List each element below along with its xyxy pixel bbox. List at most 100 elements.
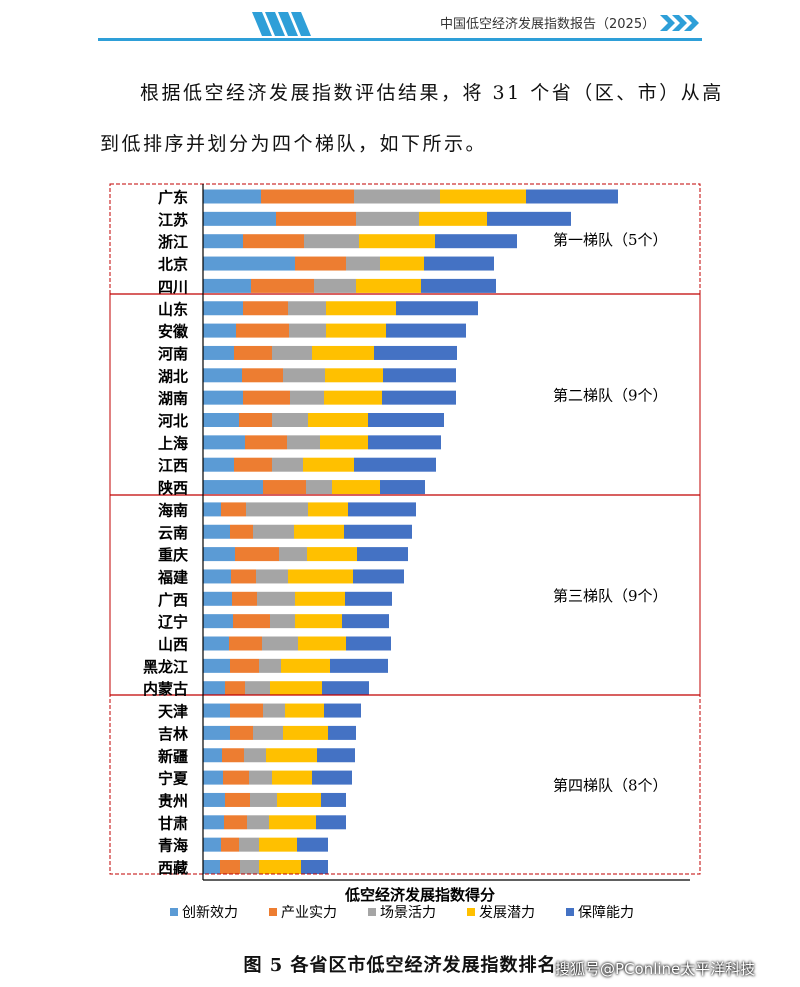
category-label: 陕西	[158, 479, 188, 497]
bar-内蒙古-场景活力	[245, 681, 270, 696]
bar-安徽-产业实力	[236, 323, 289, 338]
bar-内蒙古-创新效力	[203, 681, 225, 696]
category-label: 广东	[158, 189, 188, 207]
bar-广西-场景活力	[257, 591, 295, 606]
category-label: 天津	[158, 703, 188, 721]
bar-西藏-保障能力	[301, 860, 328, 874]
bar-四川-创新效力	[203, 278, 251, 293]
bar-安徽-场景活力	[289, 323, 326, 338]
category-label: 江苏	[158, 211, 188, 229]
category-label: 辽宁	[158, 613, 188, 631]
report-title: 中国低空经济发展指数报告（2025）	[440, 17, 656, 32]
legend-swatch-创新效力	[170, 908, 178, 916]
bar-山西-产业实力	[229, 636, 262, 651]
header-chevron-icon	[660, 15, 699, 31]
bar-山东-产业实力	[243, 301, 288, 316]
bar-天津-创新效力	[203, 703, 230, 718]
bar-广西-发展潜力	[295, 591, 345, 606]
category-label: 山东	[158, 300, 188, 318]
bar-江西-场景活力	[272, 457, 303, 472]
legend-swatch-场景活力	[368, 908, 376, 916]
bar-青海-产业实力	[221, 837, 239, 852]
bar-西藏-发展潜力	[259, 860, 301, 874]
bar-浙江-保障能力	[435, 234, 517, 249]
bar-新疆-场景活力	[244, 748, 266, 763]
bar-新疆-发展潜力	[266, 748, 317, 763]
bar-四川-场景活力	[314, 278, 356, 293]
bar-北京-保障能力	[424, 256, 494, 271]
bar-重庆-保障能力	[357, 547, 408, 562]
bar-贵州-创新效力	[203, 792, 225, 807]
header-underline	[98, 38, 702, 41]
bar-宁夏-保障能力	[312, 770, 352, 785]
bar-福建-场景活力	[256, 569, 288, 584]
category-label: 四川	[158, 278, 188, 296]
bar-辽宁-创新效力	[203, 614, 233, 629]
bar-广东-创新效力	[203, 189, 261, 204]
bar-湖北-场景活力	[283, 368, 325, 383]
bar-黑龙江-场景活力	[259, 658, 281, 673]
bar-山东-场景活力	[288, 301, 326, 316]
bar-四川-保障能力	[421, 278, 496, 293]
bar-云南-创新效力	[203, 524, 230, 539]
bar-上海-发展潜力	[320, 435, 368, 450]
category-label: 山西	[158, 636, 188, 654]
bar-甘肃-产业实力	[224, 815, 247, 830]
bar-海南-创新效力	[203, 502, 221, 517]
bar-河北-保障能力	[368, 413, 444, 427]
bar-湖南-场景活力	[290, 390, 324, 405]
bar-青海-场景活力	[239, 837, 259, 852]
legend-label: 发展潜力	[479, 905, 535, 921]
bar-陕西-发展潜力	[332, 480, 380, 495]
bar-新疆-产业实力	[222, 748, 244, 763]
category-labels-layer: 广东江苏浙江北京四川山东安徽河南湖北湖南河北上海江西陕西海南云南重庆福建广西辽宁…	[143, 189, 189, 878]
tier-label-2: 第二梯队（9个）	[553, 387, 668, 405]
bar-云南-发展潜力	[294, 524, 344, 539]
bar-上海-产业实力	[245, 435, 287, 450]
bar-上海-场景活力	[287, 435, 320, 450]
bars-layer	[203, 189, 618, 874]
bar-广西-创新效力	[203, 591, 232, 606]
figure-caption: 图 5 各省区市低空经济发展指数排名	[243, 955, 557, 976]
legend-swatch-产业实力	[269, 908, 277, 916]
category-label: 江西	[158, 457, 188, 475]
bar-江苏-保障能力	[487, 211, 571, 226]
bar-青海-发展潜力	[259, 837, 297, 852]
bar-吉林-保障能力	[328, 725, 356, 740]
category-label: 福建	[157, 568, 189, 586]
bar-广西-产业实力	[232, 591, 257, 606]
bar-河北-产业实力	[239, 413, 272, 427]
bar-重庆-创新效力	[203, 547, 235, 562]
bar-湖南-发展潜力	[324, 390, 382, 405]
legend-label: 场景活力	[380, 905, 436, 921]
bar-辽宁-发展潜力	[295, 614, 342, 629]
bar-黑龙江-产业实力	[230, 658, 259, 673]
category-label: 西藏	[158, 859, 188, 877]
category-label: 吉林	[158, 725, 189, 743]
bar-陕西-创新效力	[203, 480, 263, 495]
tier-label-3: 第三梯队（9个）	[553, 587, 668, 605]
category-label: 河南	[158, 345, 188, 363]
bar-云南-场景活力	[253, 524, 294, 539]
bar-北京-产业实力	[295, 256, 346, 271]
legend-label: 创新效力	[182, 905, 238, 921]
page-header	[98, 12, 702, 41]
category-label: 湖北	[158, 367, 188, 385]
bar-吉林-创新效力	[203, 725, 230, 740]
bar-海南-保障能力	[348, 502, 416, 517]
body-text-line-1: 根据低空经济发展指数评估结果，将 31 个省（区、市）从高	[140, 82, 724, 104]
bar-湖南-产业实力	[243, 390, 290, 405]
bar-河南-场景活力	[272, 345, 312, 360]
body-text-line-2: 到低排序并划分为四个梯队，如下所示。	[100, 133, 488, 155]
bar-四川-发展潜力	[356, 278, 421, 293]
bar-宁夏-创新效力	[203, 770, 223, 785]
bar-西藏-产业实力	[220, 860, 240, 874]
bar-北京-创新效力	[203, 256, 295, 271]
bar-宁夏-发展潜力	[272, 770, 312, 785]
legend-label: 产业实力	[281, 905, 337, 921]
bar-天津-保障能力	[324, 703, 361, 718]
category-label: 上海	[158, 434, 188, 452]
bar-黑龙江-保障能力	[330, 658, 388, 673]
bar-福建-发展潜力	[288, 569, 353, 584]
bar-西藏-创新效力	[203, 860, 220, 874]
